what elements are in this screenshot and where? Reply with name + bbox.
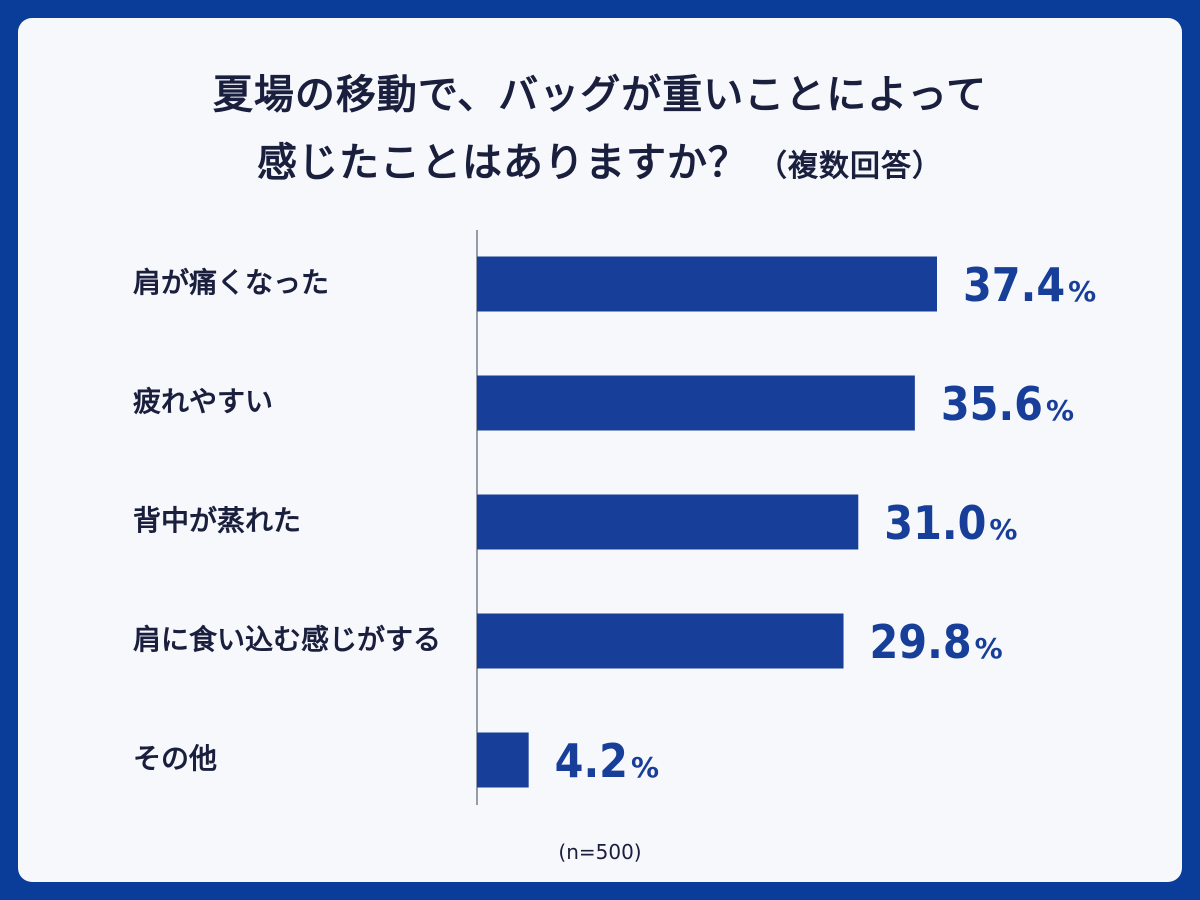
category-label: 疲れやすい	[133, 385, 273, 418]
chart-title-main: 感じたことはありますか？	[257, 140, 749, 186]
bar	[477, 732, 529, 788]
value-unit: %	[631, 751, 659, 784]
value-number: 29.8	[870, 615, 972, 669]
chart-card: 夏場の移動で、バッグが重いことによって 感じたことはありますか？ （複数回答）	[18, 18, 1182, 882]
value-unit: %	[975, 632, 1003, 665]
category-label: 背中が蒸れた	[133, 504, 301, 537]
sample-size-note: (n=500)	[558, 840, 642, 864]
value-unit: %	[1046, 394, 1074, 427]
bar	[477, 256, 937, 312]
value-label: 37.4%	[963, 258, 1096, 312]
value-number: 31.0	[884, 496, 986, 550]
bar	[477, 613, 844, 669]
category-label: 肩が痛くなった	[133, 266, 329, 299]
chart-title-suffix: （複数回答）	[757, 149, 943, 184]
category-label: その他	[133, 742, 217, 775]
value-unit: %	[989, 513, 1017, 546]
chart-title-line2: 感じたことはありますか？ （複数回答）	[18, 130, 1182, 188]
value-label: 35.6%	[941, 377, 1074, 431]
value-number: 4.2	[555, 734, 628, 788]
chart-title-line1: 夏場の移動で、バッグが重いことによって	[212, 72, 988, 118]
bar	[477, 375, 915, 431]
category-label: 肩に食い込む感じがする	[133, 623, 441, 656]
value-label: 4.2%	[555, 734, 659, 788]
value-label: 29.8%	[870, 615, 1003, 669]
value-number: 37.4	[963, 258, 1065, 312]
chart-marks: 肩が痛くなった 37.4 % 疲れやすい 35.6 % 背中が蒸れた 31.0 % 肩に食い込む感…	[133, 256, 1096, 788]
value-unit: %	[1068, 275, 1096, 308]
value-number: 35.6	[941, 377, 1043, 431]
value-label: 31.0%	[884, 496, 1017, 550]
bar	[477, 494, 859, 550]
